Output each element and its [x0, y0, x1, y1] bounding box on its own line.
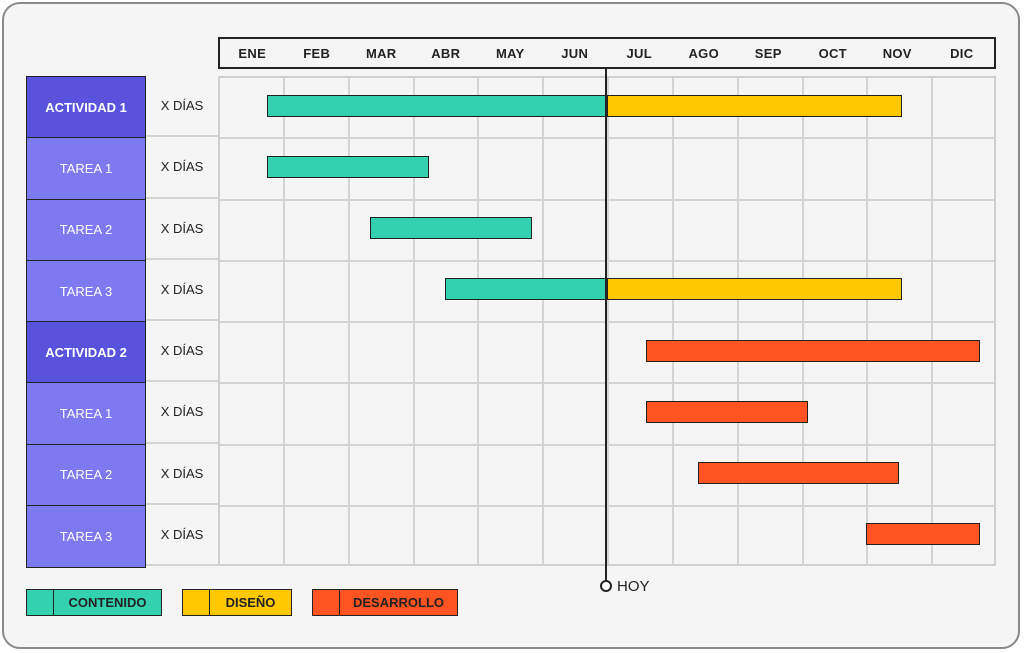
- task-label: TAREA 3: [26, 259, 146, 323]
- grid-row-line: [220, 504, 994, 507]
- task-label: TAREA 2: [26, 443, 146, 507]
- month-label: JUN: [561, 45, 589, 61]
- legend-item-contenido: CONTENIDO: [26, 589, 162, 616]
- month-label: MAR: [365, 45, 397, 61]
- grid-row-line: [220, 443, 994, 446]
- task-label: TAREA 2: [26, 198, 146, 262]
- task-label: TAREA 3: [26, 504, 146, 568]
- legend-swatch: [313, 590, 340, 615]
- month-label: SEP: [754, 45, 782, 61]
- grid-row-line: [220, 137, 994, 140]
- gantt-bar-desarrollo: [645, 400, 808, 423]
- month-label: DIC: [950, 45, 974, 61]
- grid-row-line: [220, 321, 994, 323]
- duration-label: X DÍAS: [146, 505, 218, 566]
- month-label: NOV: [882, 45, 912, 61]
- month-label: FEB: [303, 45, 331, 61]
- duration-label: X DÍAS: [146, 199, 218, 260]
- legend-label: DESARROLLO: [353, 595, 444, 610]
- gantt-bar-diseno: [607, 278, 902, 301]
- gantt-bar-contenido: [370, 217, 533, 240]
- legend-label: CONTENIDO: [68, 595, 147, 610]
- timeline-grid: [218, 76, 996, 566]
- grid-row-line: [220, 259, 994, 262]
- duration-label: X DÍAS: [146, 137, 218, 199]
- month-label: JUL: [626, 45, 652, 61]
- gantt-bar-desarrollo: [866, 523, 980, 546]
- legend-swatch: [27, 590, 54, 615]
- gantt-bar-contenido: [266, 94, 607, 117]
- gantt-bar-contenido: [266, 155, 429, 178]
- legend-label: DISEÑO: [225, 595, 276, 610]
- activity-label: ACTIVIDAD 1: [26, 76, 146, 139]
- gantt-bar-desarrollo: [645, 339, 980, 362]
- gantt-bar-contenido: [444, 278, 607, 301]
- task-label: TAREA 1: [26, 137, 146, 200]
- today-line: [605, 69, 607, 581]
- duration-label: X DÍAS: [146, 382, 218, 444]
- grid-row-line: [220, 382, 994, 385]
- grid-row-line: [220, 198, 994, 201]
- month-header: ENE FEB MAR ABR MAY JUN JUL AGO SEP OCT NOV DIC: [218, 37, 996, 69]
- legend-item-diseno: DISEÑO: [182, 589, 292, 616]
- legend-item-desarrollo: DESARROLLO: [312, 589, 458, 616]
- gantt-bar-desarrollo: [697, 462, 899, 485]
- today-marker-icon: [600, 580, 612, 592]
- month-label: AGO: [688, 45, 719, 61]
- duration-label: X DÍAS: [146, 76, 218, 138]
- duration-label: X DÍAS: [146, 260, 218, 321]
- month-label: OCT: [818, 45, 847, 61]
- month-label: MAY: [495, 45, 525, 61]
- activity-label: ACTIVIDAD 2: [26, 321, 146, 384]
- month-label: ENE: [238, 45, 267, 61]
- gantt-bar-diseno: [607, 94, 902, 117]
- month-label: ABR: [431, 45, 461, 61]
- duration-label: X DÍAS: [146, 321, 218, 383]
- task-label: TAREA 1: [26, 382, 146, 445]
- today-label: HOY: [617, 578, 650, 595]
- duration-label: X DÍAS: [146, 444, 218, 505]
- legend-swatch: [183, 590, 210, 615]
